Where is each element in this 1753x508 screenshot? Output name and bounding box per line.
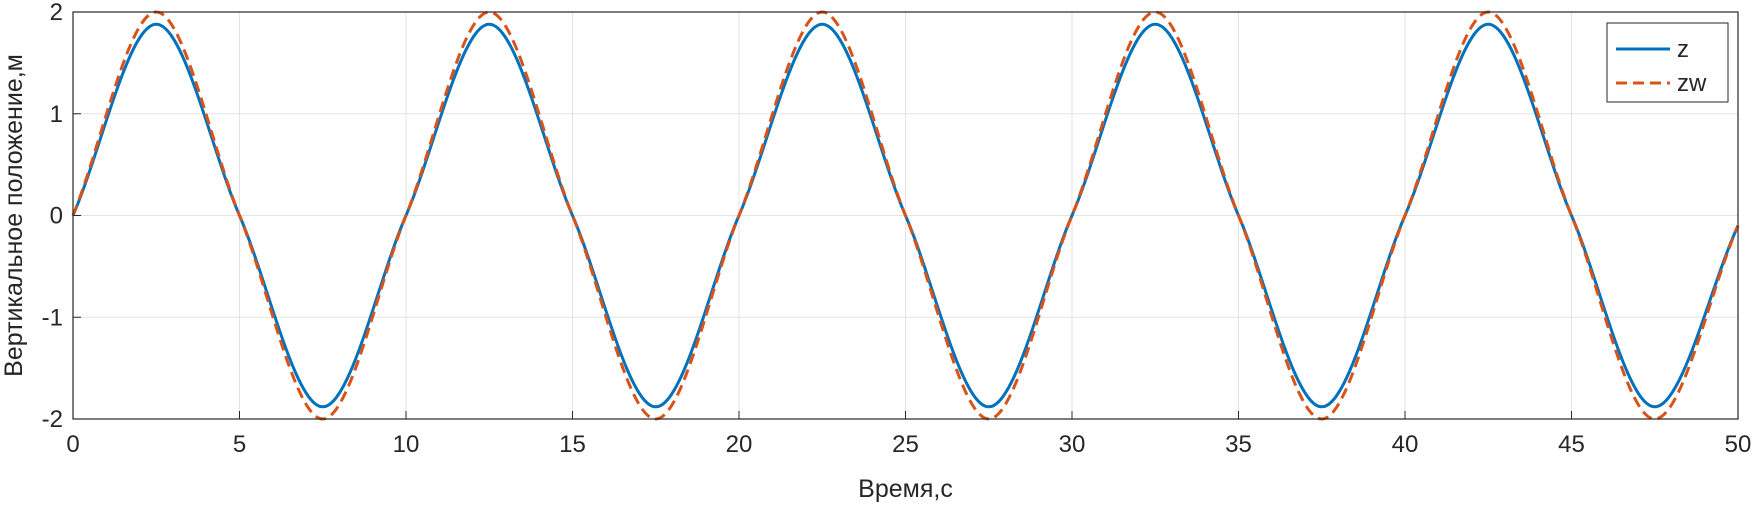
x-tick-label: 20 bbox=[726, 431, 753, 458]
y-tick-label: 0 bbox=[50, 203, 63, 230]
y-tick-label: 2 bbox=[50, 0, 63, 26]
x-axis: 0 5 10 15 20 25 30 35 40 45 50 bbox=[66, 411, 1751, 458]
legend[interactable]: z zw bbox=[1606, 22, 1729, 103]
y-axis-label: Вертикальное положение,м bbox=[0, 54, 28, 377]
x-tick-label: 40 bbox=[1392, 431, 1419, 458]
y-axis: -2 -1 0 1 2 bbox=[42, 0, 81, 433]
y-tick-label: -2 bbox=[42, 406, 63, 433]
x-axis-label: Время,с bbox=[858, 475, 953, 503]
series-line-zw bbox=[71, 10, 1740, 421]
x-tick-label: 5 bbox=[233, 431, 246, 458]
legend-box bbox=[1606, 22, 1729, 103]
legend-label-zw: zw bbox=[1677, 70, 1707, 97]
x-tick-label: 0 bbox=[66, 431, 79, 458]
x-tick-label: 50 bbox=[1725, 431, 1752, 458]
y-tick-label: -1 bbox=[42, 304, 63, 331]
series-group bbox=[71, 10, 1740, 421]
x-tick-label: 30 bbox=[1059, 431, 1086, 458]
x-tick-label: 10 bbox=[393, 431, 420, 458]
legend-label-z: z bbox=[1677, 36, 1689, 63]
y-tick-label: 1 bbox=[50, 101, 63, 128]
x-tick-label: 45 bbox=[1558, 431, 1585, 458]
x-tick-label: 15 bbox=[559, 431, 586, 458]
x-tick-label: 35 bbox=[1225, 431, 1252, 458]
x-tick-label: 25 bbox=[892, 431, 919, 458]
